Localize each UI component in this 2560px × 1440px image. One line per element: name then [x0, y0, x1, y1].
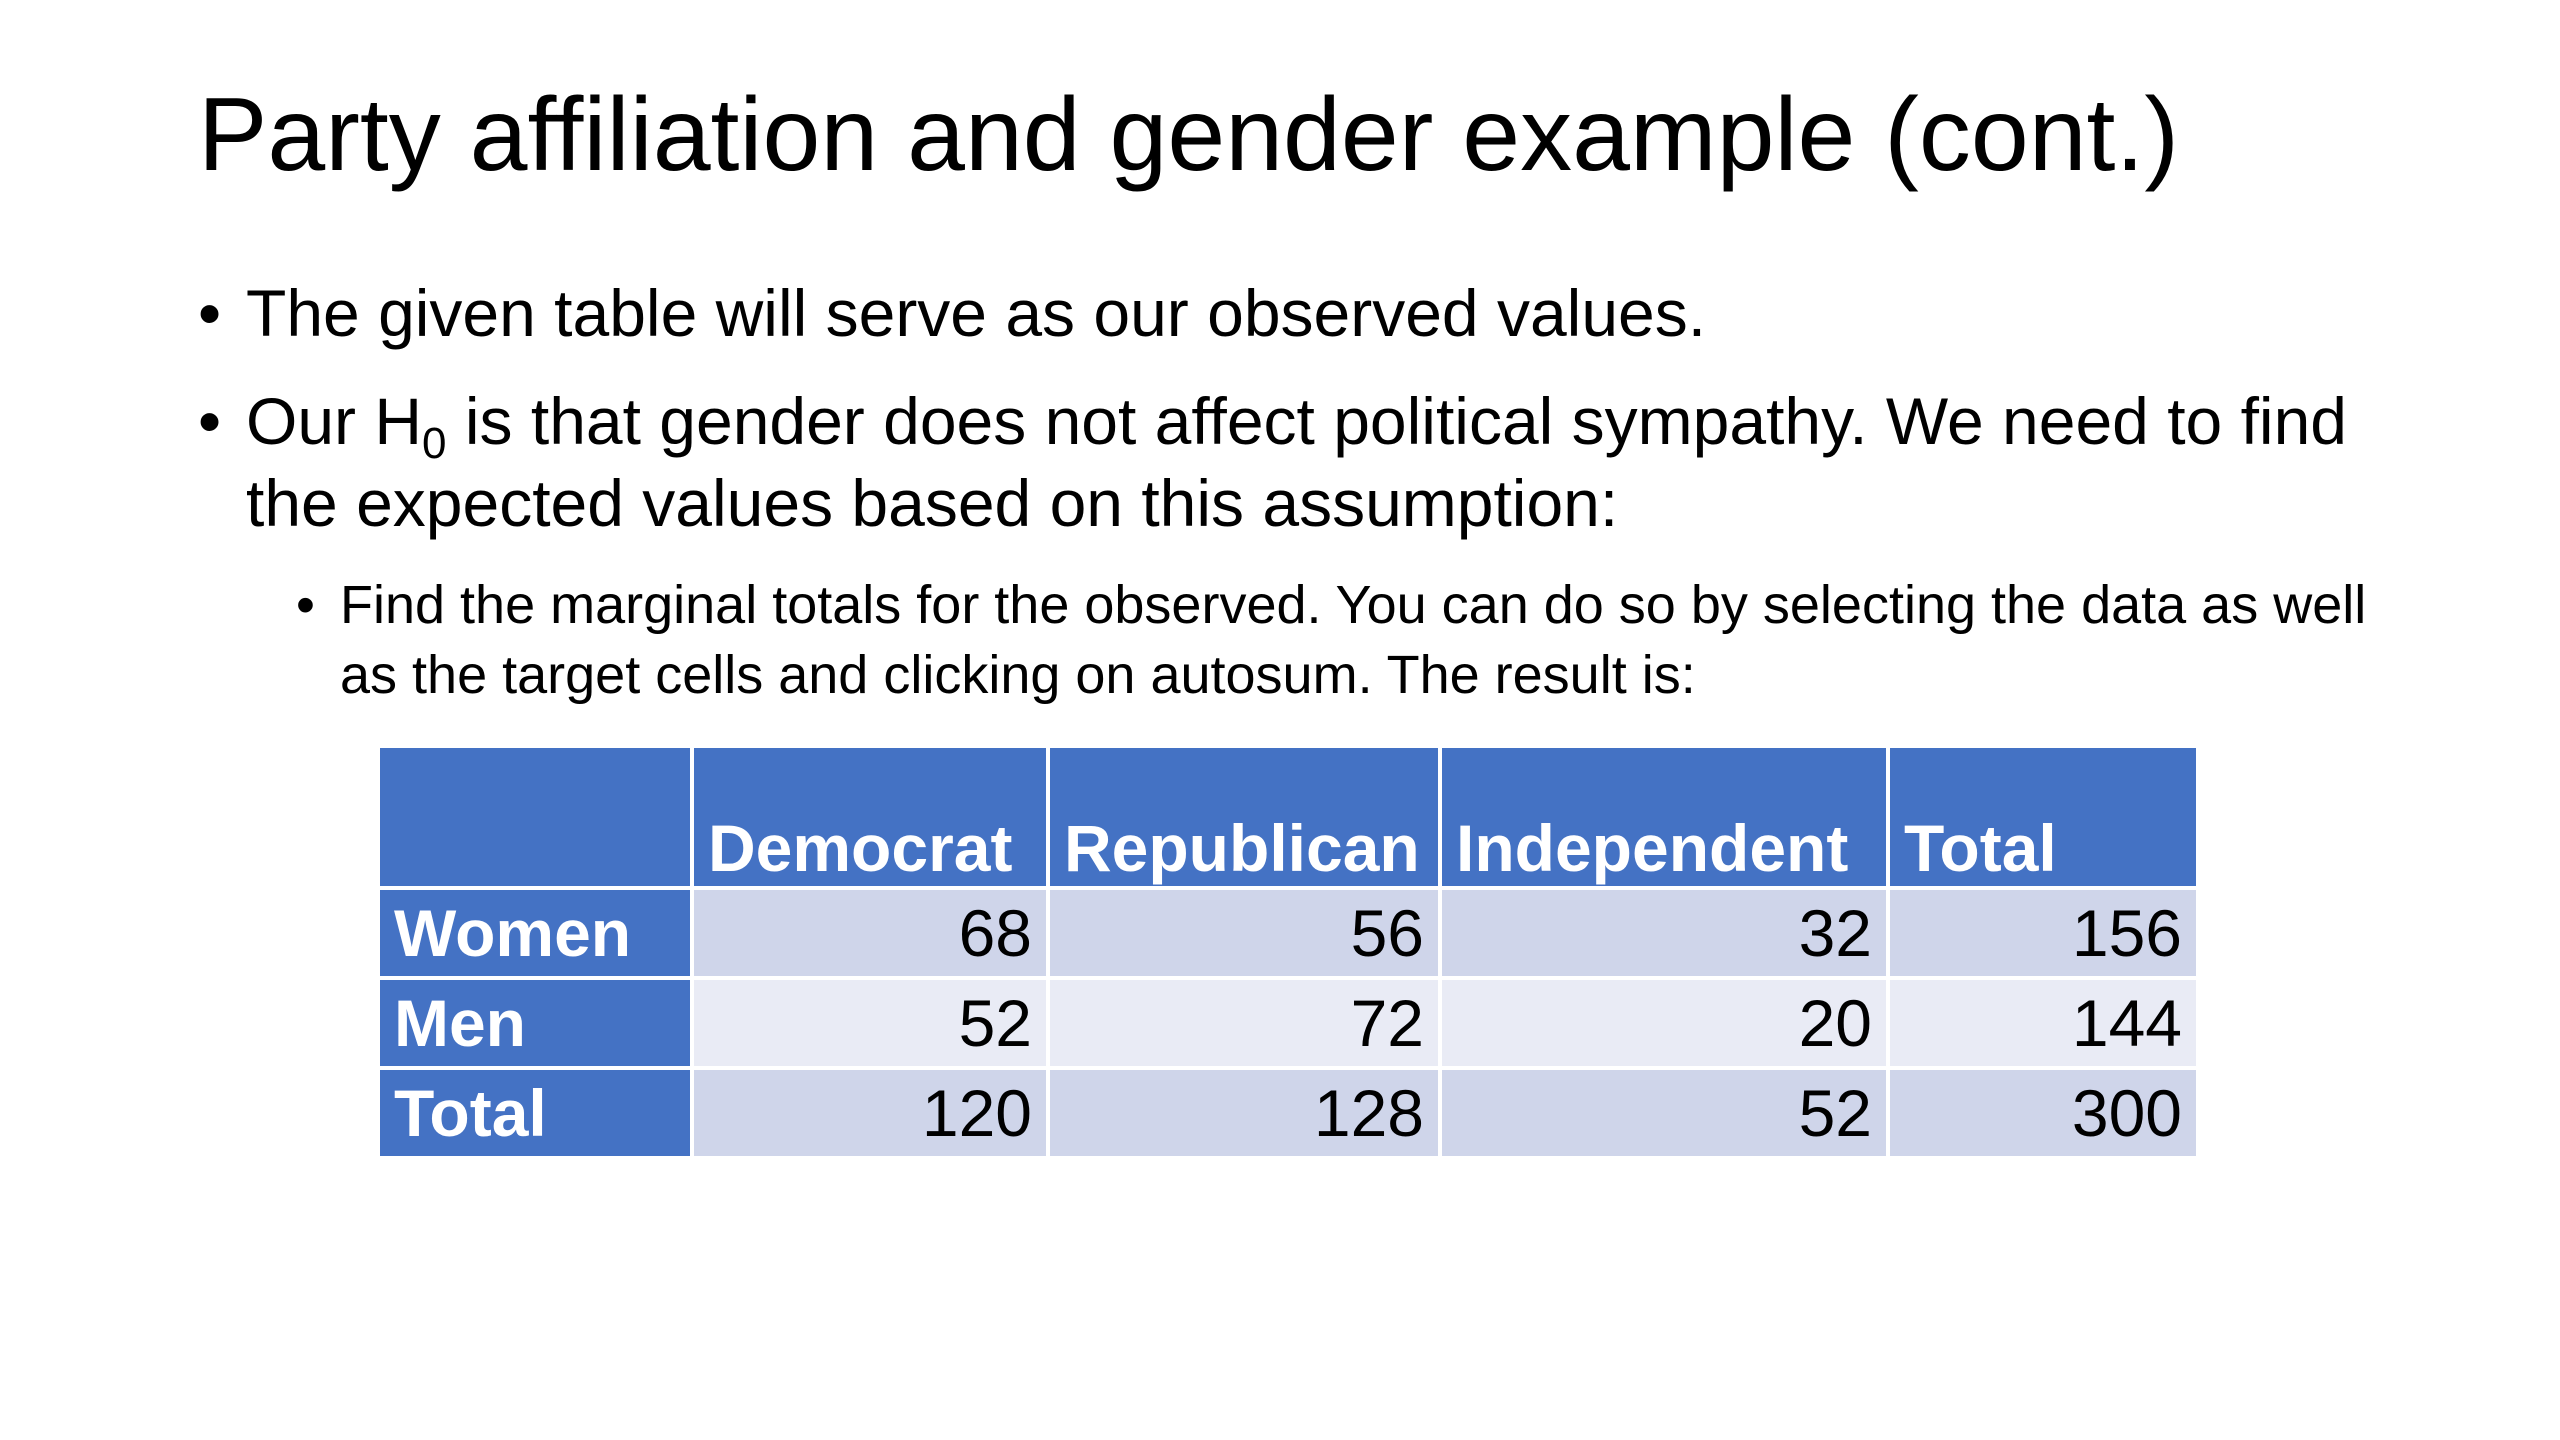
- header-democrat: Democrat: [694, 748, 1046, 886]
- table-cell: 20: [1442, 980, 1886, 1066]
- table-cell: 72: [1050, 980, 1438, 1066]
- bullet-h0-subscript: 0: [422, 419, 447, 468]
- table-cell: 120: [694, 1070, 1046, 1156]
- table-cell: 52: [694, 980, 1046, 1066]
- bullet-null-hypothesis: Our H0 is that gender does not affect po…: [198, 380, 2398, 544]
- slide-title: Party affiliation and gender example (co…: [198, 77, 2179, 193]
- subbullet-marginal-totals: Find the marginal totals for the observe…: [296, 570, 2398, 710]
- header-republican: Republican: [1050, 748, 1438, 886]
- bullet-observed-values: The given table will serve as our observ…: [198, 272, 2398, 354]
- table-row-total: Total 120 128 52 300: [380, 1070, 2196, 1156]
- table-row-women: Women 68 56 32 156: [380, 890, 2196, 976]
- bullet-list: The given table will serve as our observ…: [198, 272, 2398, 710]
- table-cell: 144: [1890, 980, 2196, 1066]
- bullet-h0-text: is that gender does not affect political…: [246, 384, 2347, 540]
- table-cell: 156: [1890, 890, 2196, 976]
- table-header-row: Democrat Republican Independent Total: [380, 748, 2196, 886]
- header-total: Total: [1890, 748, 2196, 886]
- table-row-men: Men 52 72 20 144: [380, 980, 2196, 1066]
- header-independent: Independent: [1442, 748, 1886, 886]
- contingency-table: Democrat Republican Independent Total Wo…: [376, 744, 2200, 1160]
- table-cell: 56: [1050, 890, 1438, 976]
- table-cell: 32: [1442, 890, 1886, 976]
- table-cell: 68: [694, 890, 1046, 976]
- row-label: Total: [380, 1070, 690, 1156]
- table-cell: 300: [1890, 1070, 2196, 1156]
- row-label: Women: [380, 890, 690, 976]
- row-label: Men: [380, 980, 690, 1066]
- table-cell: 128: [1050, 1070, 1438, 1156]
- table-cell: 52: [1442, 1070, 1886, 1156]
- bullet-h0-prefix: Our H: [246, 384, 423, 458]
- header-corner: [380, 748, 690, 886]
